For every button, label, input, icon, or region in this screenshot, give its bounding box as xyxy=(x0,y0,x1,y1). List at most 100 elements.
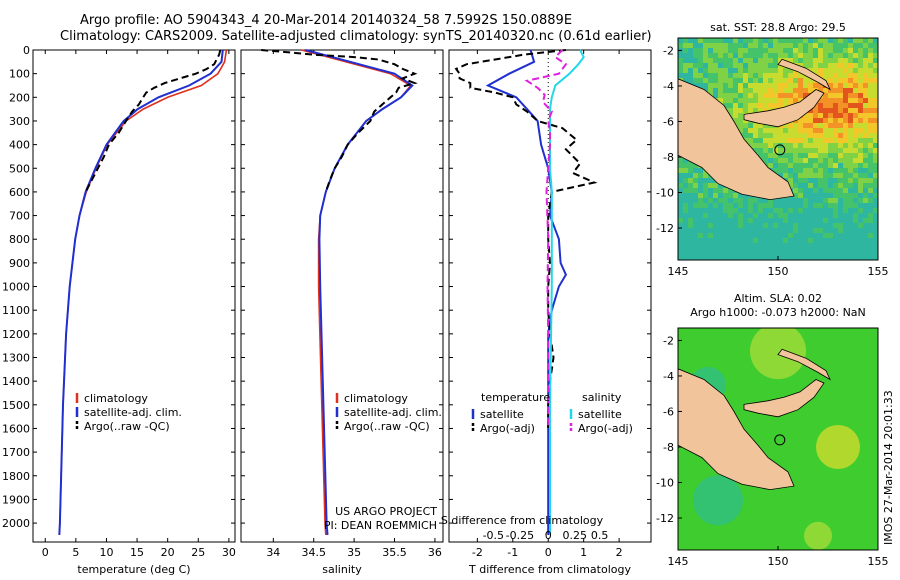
sst-cell xyxy=(703,83,708,88)
sst-cell xyxy=(858,113,863,118)
sst-cell xyxy=(698,38,703,43)
sst-cell xyxy=(703,233,708,238)
sst-cell xyxy=(753,223,758,228)
sst-cell xyxy=(863,78,868,83)
sst-cell xyxy=(753,238,758,243)
sst-cell xyxy=(873,253,878,258)
sst-cell xyxy=(778,253,783,258)
y-tick-label: 200 xyxy=(9,91,30,104)
sst-cell xyxy=(753,253,758,258)
sst-cell xyxy=(778,198,783,203)
sst-cell xyxy=(793,158,798,163)
sst-cell xyxy=(693,213,698,218)
sst-cell xyxy=(863,178,868,183)
sst-cell xyxy=(838,93,843,98)
sst-cell xyxy=(678,173,683,178)
sst-cell xyxy=(738,93,743,98)
sst-cell xyxy=(728,63,733,68)
sst-cell xyxy=(723,73,728,78)
sst-cell xyxy=(708,243,713,248)
sst-cell xyxy=(718,223,723,228)
sst-cell xyxy=(738,108,743,113)
sst-cell xyxy=(803,128,808,133)
sst-cell xyxy=(733,63,738,68)
sst-cell xyxy=(818,133,823,138)
sst-cell xyxy=(788,178,793,183)
sst-cell xyxy=(693,173,698,178)
sst-cell xyxy=(733,73,738,78)
sst-cell xyxy=(823,48,828,53)
sst-cell xyxy=(793,223,798,228)
sst-cell xyxy=(768,248,773,253)
sst-cell xyxy=(803,163,808,168)
sst-cell xyxy=(698,213,703,218)
sst-cell xyxy=(833,168,838,173)
sst-cell xyxy=(873,118,878,123)
sst-cell xyxy=(798,53,803,58)
sst-cell xyxy=(743,228,748,233)
sst-cell xyxy=(863,208,868,213)
sst-cell xyxy=(733,198,738,203)
sst-cell xyxy=(873,93,878,98)
sst-cell xyxy=(733,43,738,48)
y-tick-label: 900 xyxy=(9,257,30,270)
sst-cell xyxy=(773,53,778,58)
sst-cell xyxy=(718,38,723,43)
sst-cell xyxy=(813,63,818,68)
sst-cell xyxy=(823,138,828,143)
sst-cell xyxy=(828,93,833,98)
sst-cell xyxy=(863,243,868,248)
sst-cell xyxy=(678,208,683,213)
sst-cell xyxy=(813,248,818,253)
sst-cell xyxy=(858,128,863,133)
sst-cell xyxy=(708,193,713,198)
sst-cell xyxy=(828,188,833,193)
sst-cell xyxy=(808,68,813,73)
sst-cell xyxy=(808,193,813,198)
sst-cell xyxy=(828,153,833,158)
sst-cell xyxy=(768,78,773,83)
sst-cell xyxy=(678,223,683,228)
sst-cell xyxy=(718,63,723,68)
sst-cell xyxy=(783,143,788,148)
sst-cell xyxy=(778,233,783,238)
sst-cell xyxy=(868,208,873,213)
y-tick-label: 500 xyxy=(9,162,30,175)
sst-cell xyxy=(853,98,858,103)
sst-cell xyxy=(848,133,853,138)
sst-cell xyxy=(788,158,793,163)
sst-cell xyxy=(833,198,838,203)
sst-cell xyxy=(793,228,798,233)
sst-cell xyxy=(818,103,823,108)
sst-cell xyxy=(808,88,813,93)
sst-cell xyxy=(743,193,748,198)
sst-cell xyxy=(768,243,773,248)
figure-title-line-2: Climatology: CARS2009. Satellite-adjuste… xyxy=(60,29,652,44)
sst-cell xyxy=(803,183,808,188)
sst-cell xyxy=(703,223,708,228)
sst-cell xyxy=(683,228,688,233)
sst-cell xyxy=(798,123,803,128)
sst-cell xyxy=(763,88,768,93)
sst-cell xyxy=(833,248,838,253)
sst-cell xyxy=(733,258,738,260)
sst-cell xyxy=(793,193,798,198)
sst-cell xyxy=(773,153,778,158)
sst-cell xyxy=(828,168,833,173)
sst-cell xyxy=(828,133,833,138)
sst-cell xyxy=(873,148,878,153)
sst-cell xyxy=(758,43,763,48)
sst-cell xyxy=(823,123,828,128)
sst-cell xyxy=(863,143,868,148)
sst-cell xyxy=(843,58,848,63)
sst-cell xyxy=(863,153,868,158)
sst-cell xyxy=(818,213,823,218)
sst-cell xyxy=(758,93,763,98)
sst-cell xyxy=(808,133,813,138)
sst-cell xyxy=(723,48,728,53)
map-y-tick-label: -4 xyxy=(663,370,674,383)
sst-cell xyxy=(748,43,753,48)
sst-cell xyxy=(773,198,778,203)
sst-cell xyxy=(783,243,788,248)
sst-cell xyxy=(838,53,843,58)
